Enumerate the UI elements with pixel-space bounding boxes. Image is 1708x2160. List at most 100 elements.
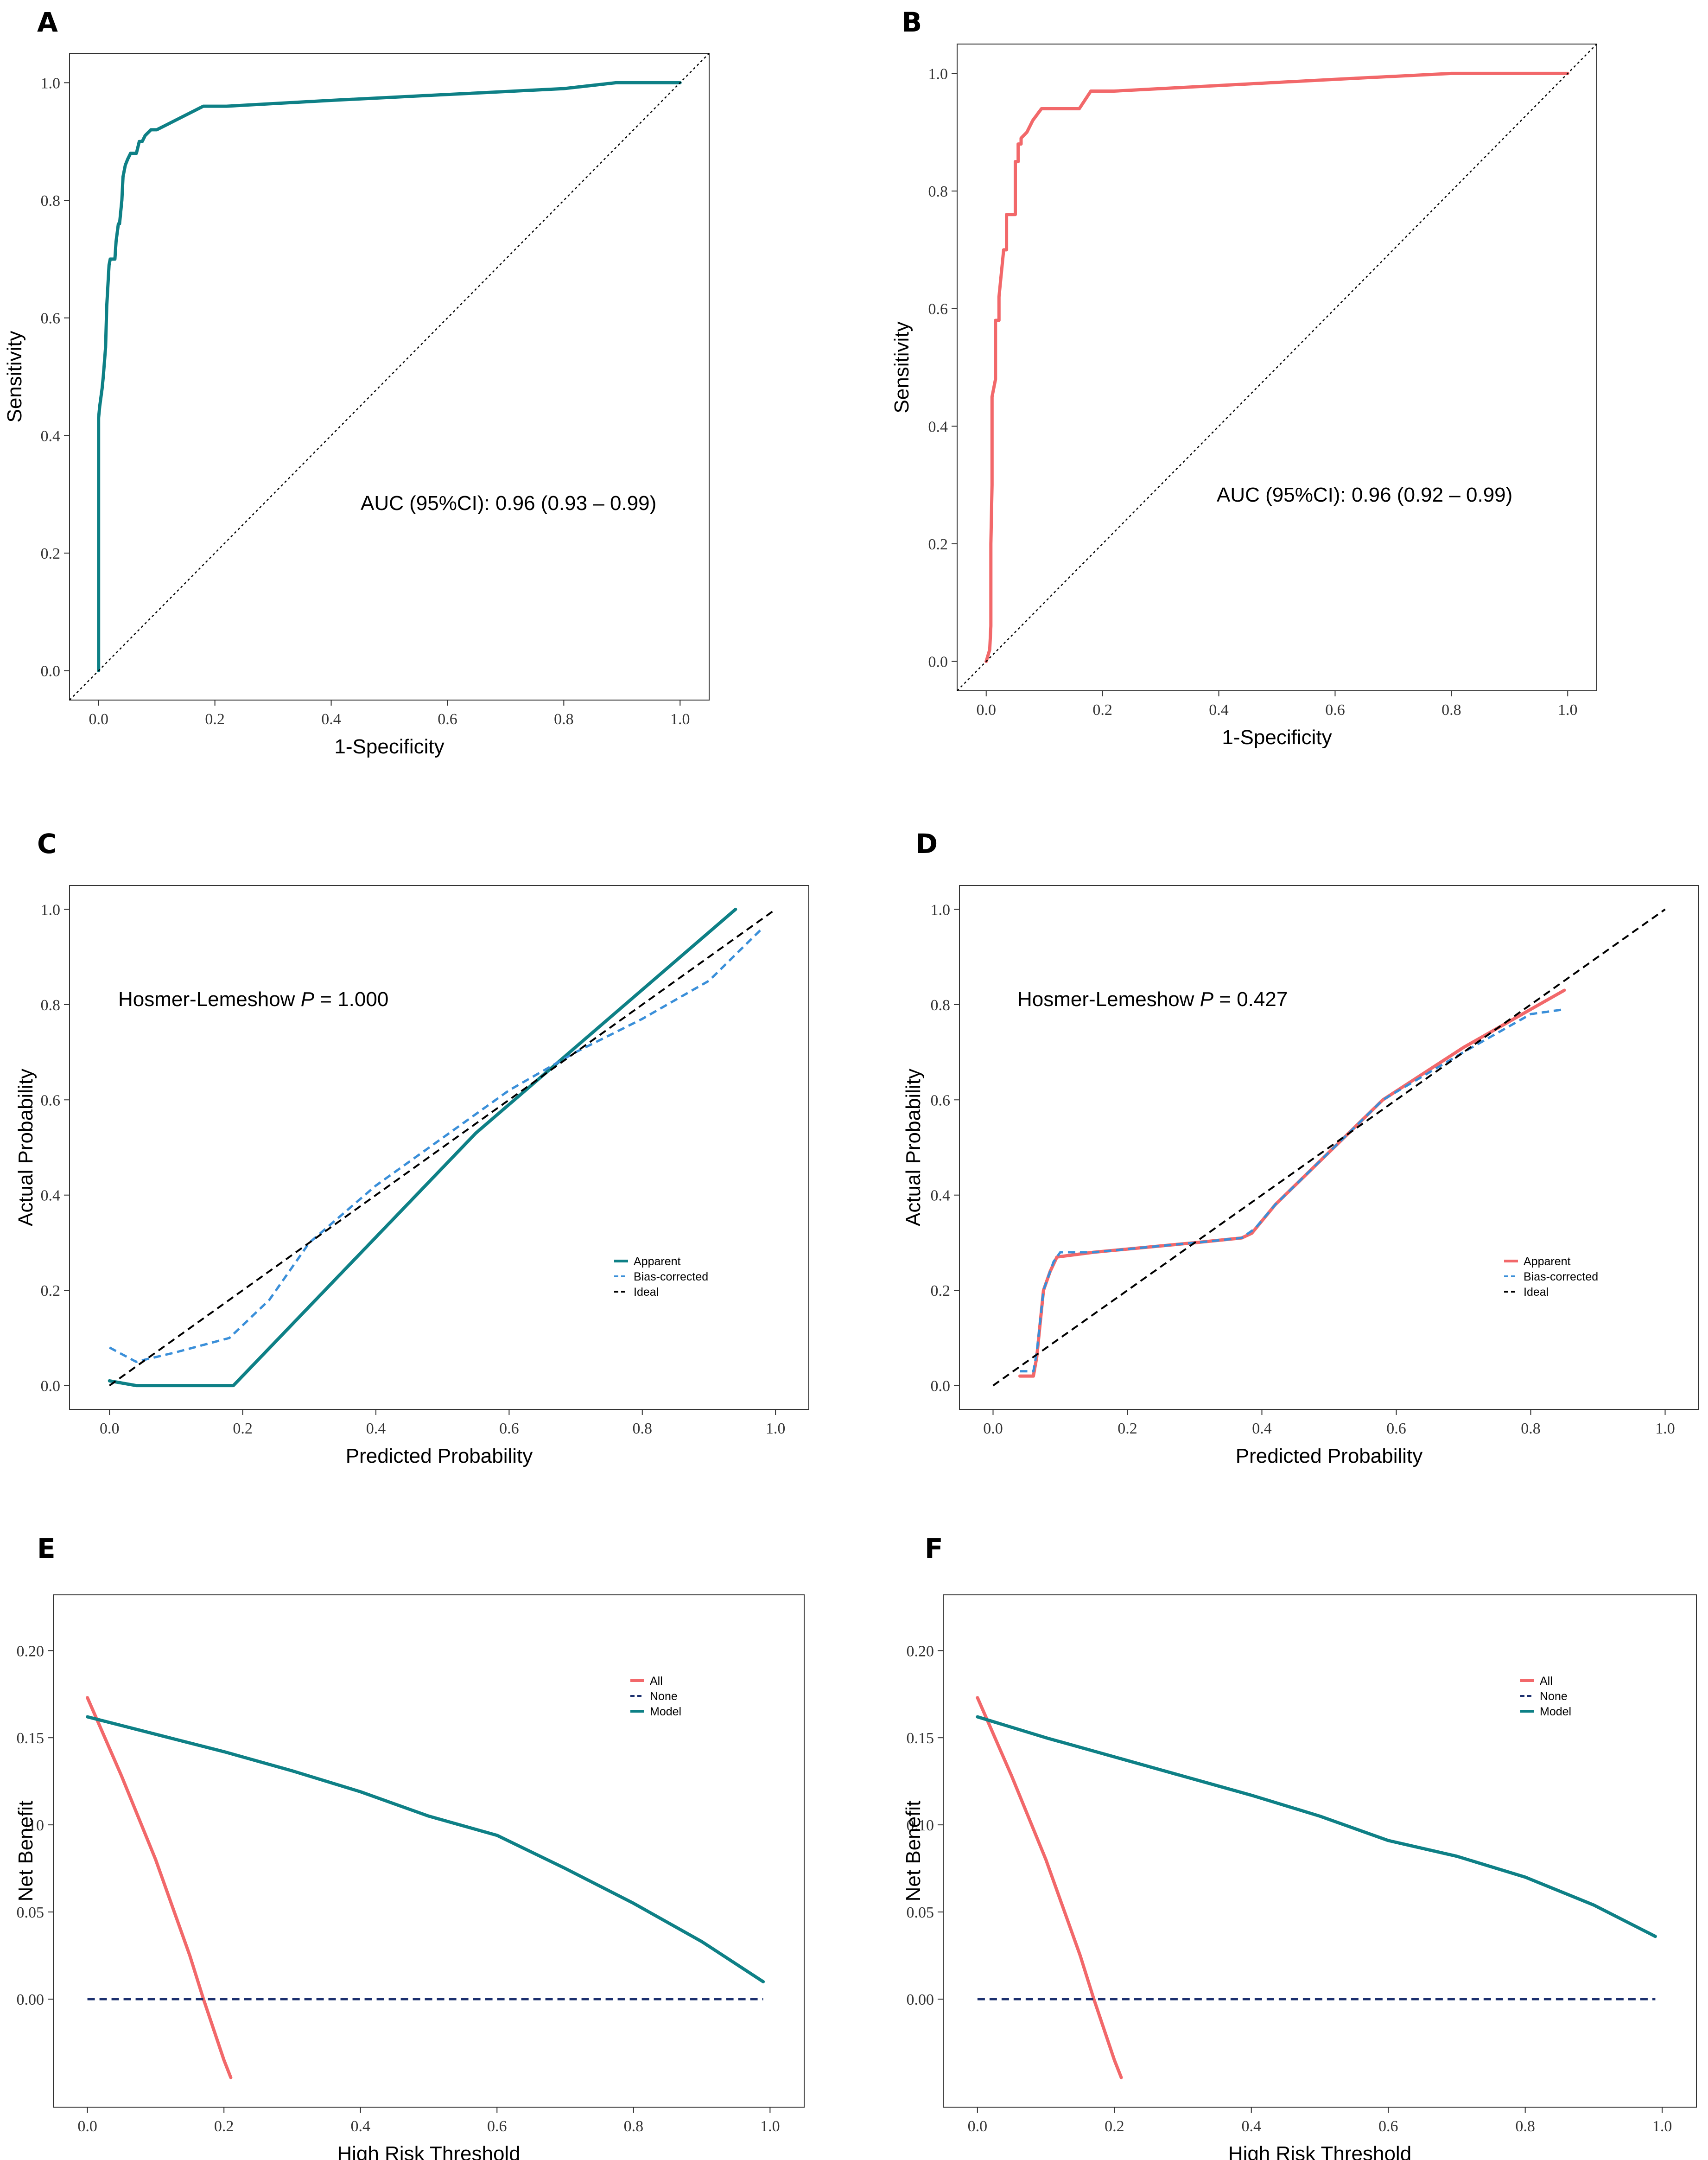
legend-label: Ideal (634, 1286, 659, 1299)
y-tick-label: 0.15 (907, 1730, 934, 1747)
x-tick-label: 0.4 (1209, 701, 1229, 719)
y-tick-label: 0.00 (17, 1991, 44, 2008)
legend-label: Bias-corrected (1524, 1270, 1598, 1283)
x-tick-label: 0.2 (1118, 1420, 1137, 1437)
panel-f: F 0.0 0.2 0.4 0.6 0.8 1.0 0.00 0.05 0.10 0.15 0.20 H… (902, 1533, 1697, 2160)
x-tick-label: 0.8 (1441, 701, 1461, 719)
series-group (976, 1696, 1657, 2079)
x-tick-label: 0.8 (624, 2118, 644, 2135)
x-tick-label: 0.0 (77, 2118, 97, 2135)
x-tick-label: 0.8 (554, 711, 574, 728)
x-tick-label: 0.2 (1092, 701, 1112, 719)
x-tick-label: 0.6 (1325, 701, 1345, 719)
hosmer-lemeshow-annotation: Hosmer-Lemeshow P = 1.000 (118, 988, 388, 1011)
x-tick-label: 0.2 (214, 2118, 234, 2135)
series-line-apparent (108, 907, 737, 1388)
x-axis-title: High Risk Threshold (1228, 2142, 1411, 2160)
plot-frame (69, 53, 710, 701)
y-tick-label: 0.8 (41, 192, 61, 210)
panel-a: A 0.0 0.2 0.4 0.6 0.8 1.0 0.0 0.2 0.4 0.6 0.8 1.0 1-S… (3, 6, 710, 758)
series-group (70, 53, 709, 700)
y-tick-label: 0.00 (907, 1991, 934, 2008)
y-tick-label: 0.8 (928, 183, 948, 200)
x-tick-label: 1.0 (760, 2118, 780, 2135)
x-tick-label: 0.4 (366, 1420, 386, 1437)
x-axis-title: High Risk Threshold (337, 2142, 520, 2160)
legend-label: None (1540, 1690, 1568, 1703)
hosmer-lemeshow-annotation: Hosmer-Lemeshow P = 0.427 (1017, 988, 1288, 1011)
x-tick-label: 0.0 (968, 2118, 988, 2135)
y-tick-label: 0.4 (931, 1187, 951, 1204)
panel-c: C 0.0 0.2 0.4 0.6 0.8 1.0 0.0 0.2 0.4 0.6 0.8 1.0 Pre… (14, 828, 809, 1467)
x-tick-label: 0.4 (1252, 1420, 1272, 1437)
annotation-p: P (301, 988, 315, 1011)
x-tick-label: 1.0 (766, 1420, 786, 1437)
y-tick-label: 0.0 (931, 1378, 951, 1395)
x-tick-label: 1.0 (1558, 701, 1578, 719)
series-line-all (976, 1696, 1123, 2079)
x-tick-label: 0.6 (499, 1420, 519, 1437)
panel-d: D 0.0 0.2 0.4 0.6 0.8 1.0 0.0 0.2 0.4 0.6 0.8 1.0 Pre… (902, 828, 1699, 1467)
plot-frame (943, 1594, 1697, 2108)
legend-label: Model (1540, 1705, 1571, 1718)
y-tick-label: 0.15 (17, 1730, 44, 1747)
y-tick-label: 0.05 (907, 1904, 934, 1921)
series-line-all (86, 1696, 233, 2079)
y-tick-label: 0.4 (41, 1187, 61, 1204)
plot-frame (957, 44, 1597, 691)
y-tick-label: 0.6 (41, 1092, 61, 1109)
legend-label: Bias-corrected (634, 1270, 708, 1283)
series-line-apparent (1018, 988, 1566, 1378)
legend-label: None (650, 1690, 678, 1703)
x-tick-label: 0.4 (321, 711, 341, 728)
series-line-roc (97, 81, 682, 673)
x-tick-label: 0.6 (1378, 2118, 1398, 2135)
series-line-bias-corrected (109, 927, 763, 1363)
legend-label: Model (650, 1705, 681, 1718)
panel-b: B 0.0 0.2 0.4 0.6 0.8 1.0 0.0 0.2 0.4 0.6 0.8 1.0 1-S… (890, 6, 1597, 749)
panel-letter: B (902, 6, 922, 38)
panel-letter: D (915, 828, 938, 860)
x-tick-label: 0.4 (1242, 2118, 1262, 2135)
panel-e: E 0.0 0.2 0.4 0.6 0.8 1.0 0.00 0.05 .10 0.15 0.20 Hi… (14, 1533, 805, 2160)
series-line-ideal (109, 908, 776, 1387)
y-tick-label: 0.2 (931, 1282, 951, 1300)
y-tick-label: 0.0 (41, 663, 61, 680)
x-axis-title: 1-Specificity (1222, 726, 1332, 749)
y-tick-label: 0.20 (907, 1643, 934, 1660)
y-tick-label: .10 (25, 1817, 44, 1834)
annotation-prefix: Hosmer-Lemeshow (1017, 988, 1200, 1011)
x-tick-label: 0.6 (1386, 1420, 1406, 1437)
y-tick-label: 0.6 (928, 301, 948, 318)
x-tick-label: 0.2 (205, 711, 225, 728)
plot-frame (53, 1594, 805, 2108)
y-axis-title: Sensitivity (3, 331, 26, 422)
annotation-value: = 0.427 (1213, 988, 1288, 1011)
series-group (992, 908, 1666, 1387)
y-tick-label: 0.10 (907, 1817, 934, 1834)
y-axis-title: Net Benefit (902, 1801, 925, 1902)
series-line-roc (984, 71, 1569, 663)
auc-annotation: AUC (95%CI): 0.96 (0.93 – 0.99) (361, 492, 656, 515)
legend-label: All (650, 1675, 663, 1688)
y-tick-label: 0.4 (928, 418, 948, 435)
x-axis-title: Predicted Probability (346, 1445, 533, 1467)
annotation-value: = 1.000 (314, 988, 388, 1011)
annotation-prefix: Hosmer-Lemeshow (118, 988, 301, 1011)
x-tick-label: 0.0 (976, 701, 996, 719)
y-tick-label: 0.8 (931, 997, 951, 1014)
y-axis-title: Actual Probability (14, 1069, 37, 1226)
panel-letter: A (37, 6, 58, 38)
x-tick-label: 0.0 (983, 1420, 1003, 1437)
series-line-bias-corrected (1020, 1008, 1565, 1373)
x-tick-label: 0.2 (1105, 2118, 1124, 2135)
x-tick-label: 1.0 (670, 711, 690, 728)
x-tick-label: 0.4 (350, 2118, 370, 2135)
x-tick-label: 0.2 (233, 1420, 253, 1437)
legend-label: All (1540, 1675, 1553, 1688)
y-tick-label: 1.0 (41, 75, 61, 92)
x-tick-label: 0.6 (487, 2118, 507, 2135)
legend: Apparent Bias-corrected Ideal (1504, 1255, 1598, 1299)
legend-label: Ideal (1524, 1286, 1549, 1299)
